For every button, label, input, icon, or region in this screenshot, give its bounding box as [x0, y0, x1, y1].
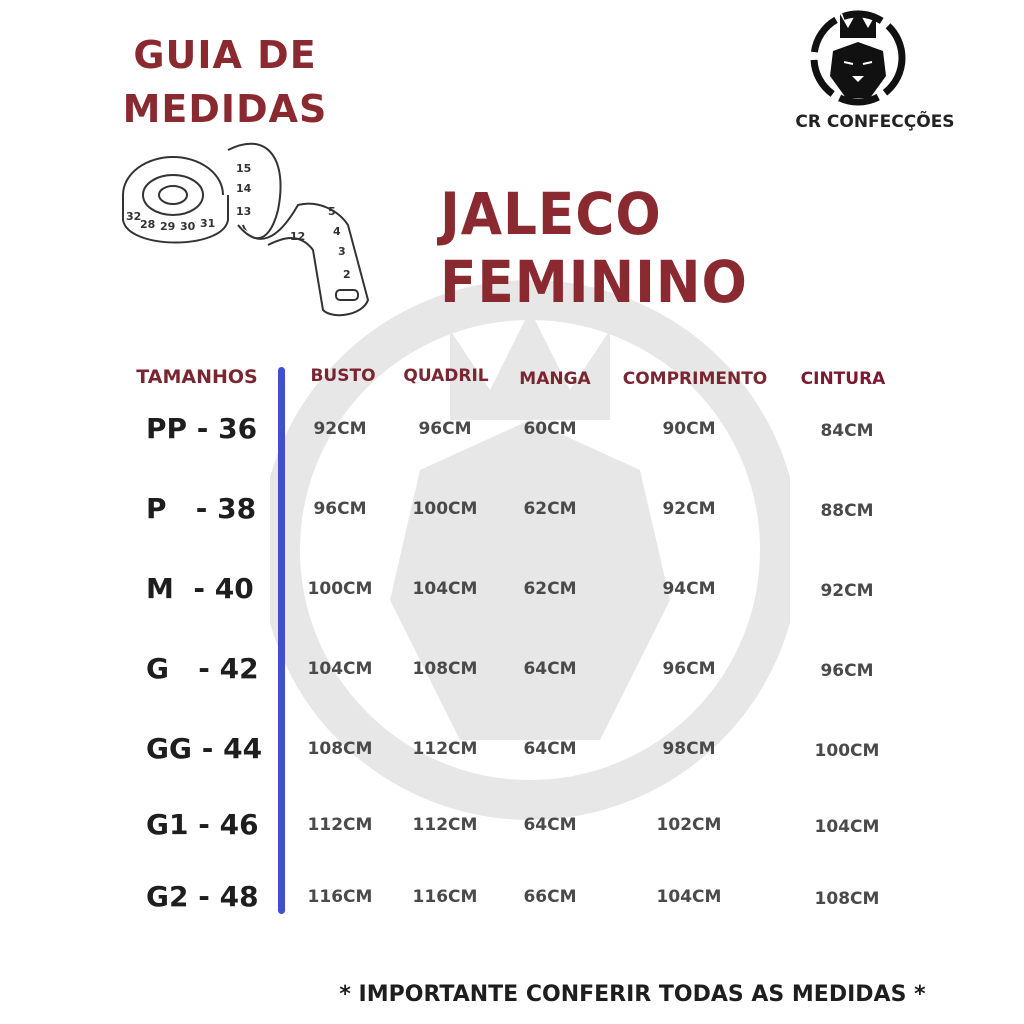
size-label: P - 38 — [146, 492, 257, 525]
header-manga: MANGA — [519, 369, 591, 389]
measure-value: 88CM — [820, 501, 874, 521]
tape-number: 12 — [290, 230, 305, 243]
tape-number: 31 — [200, 217, 215, 230]
tape-number: 32 — [126, 210, 141, 223]
size-label: PP - 36 — [146, 412, 258, 445]
measure-value: 64CM — [523, 659, 577, 679]
measure-value: 66CM — [523, 887, 577, 907]
measure-value: 84CM — [820, 421, 874, 441]
measure-value: 116CM — [307, 887, 373, 907]
measure-value: 108CM — [307, 739, 373, 759]
guide-title-line-1: GUIA DE — [133, 33, 317, 77]
brand-name: CR CONFECÇÕES — [795, 112, 955, 132]
measure-value: 112CM — [412, 739, 478, 759]
measure-value: 96CM — [313, 499, 367, 519]
measure-value: 64CM — [523, 739, 577, 759]
measure-value: 104CM — [307, 659, 373, 679]
crowned-lion-icon — [810, 10, 906, 106]
measure-value: 64CM — [523, 815, 577, 835]
measure-value: 96CM — [662, 659, 716, 679]
header-comprimento: COMPRIMENTO — [622, 369, 768, 389]
measure-value: 102CM — [656, 815, 722, 835]
header-tamanhos: TAMANHOS — [136, 366, 258, 388]
measure-value: 96CM — [820, 661, 874, 681]
tape-number: 2 — [343, 268, 351, 281]
measure-value: 112CM — [307, 815, 373, 835]
footer-note: * IMPORTANTE CONFERIR TODAS AS MEDIDAS * — [339, 982, 926, 1007]
size-label: G1 - 46 — [146, 808, 259, 841]
size-label: G2 - 48 — [146, 880, 259, 913]
header-cintura: CINTURA — [800, 369, 886, 389]
tape-number: 14 — [236, 182, 252, 195]
measure-value: 104CM — [814, 817, 880, 837]
measure-value: 104CM — [412, 579, 478, 599]
size-label: M - 40 — [146, 572, 254, 605]
measure-value: 60CM — [523, 419, 577, 439]
measure-value: 92CM — [662, 499, 716, 519]
measuring-tape-icon: 32 28 29 30 31 15 14 13 12 5 4 3 2 — [122, 142, 370, 317]
header-busto: BUSTO — [310, 366, 376, 386]
measure-value: 108CM — [814, 889, 880, 909]
tape-number: 29 — [160, 220, 175, 233]
measure-value: 92CM — [313, 419, 367, 439]
measure-value: 98CM — [662, 739, 716, 759]
measure-value: 100CM — [814, 741, 880, 761]
size-label: GG - 44 — [146, 732, 263, 765]
tape-number: 30 — [180, 220, 196, 233]
measure-value: 90CM — [662, 419, 716, 439]
measure-value: 116CM — [412, 887, 478, 907]
column-divider — [278, 367, 285, 914]
measure-value: 96CM — [418, 419, 472, 439]
guide-title-line-2: MEDIDAS — [122, 87, 328, 131]
header-quadril: QUADRIL — [403, 366, 489, 386]
product-title: JALECO FEMININO — [440, 180, 748, 316]
tape-number: 28 — [140, 218, 155, 231]
measure-value: 92CM — [820, 581, 874, 601]
tape-number: 5 — [328, 205, 336, 218]
measure-value: 62CM — [523, 579, 577, 599]
measure-value: 108CM — [412, 659, 478, 679]
measure-value: 94CM — [662, 579, 716, 599]
measure-value: 104CM — [656, 887, 722, 907]
measure-value: 112CM — [412, 815, 478, 835]
tape-number: 13 — [236, 205, 251, 218]
size-label: G - 42 — [146, 652, 259, 685]
measure-value: 62CM — [523, 499, 577, 519]
tape-number: 4 — [333, 225, 341, 238]
guide-title: GUIA DE MEDIDAS — [100, 28, 350, 136]
measure-value: 100CM — [307, 579, 373, 599]
tape-number: 3 — [338, 245, 346, 258]
tape-number: 15 — [236, 162, 251, 175]
measure-value: 100CM — [412, 499, 478, 519]
